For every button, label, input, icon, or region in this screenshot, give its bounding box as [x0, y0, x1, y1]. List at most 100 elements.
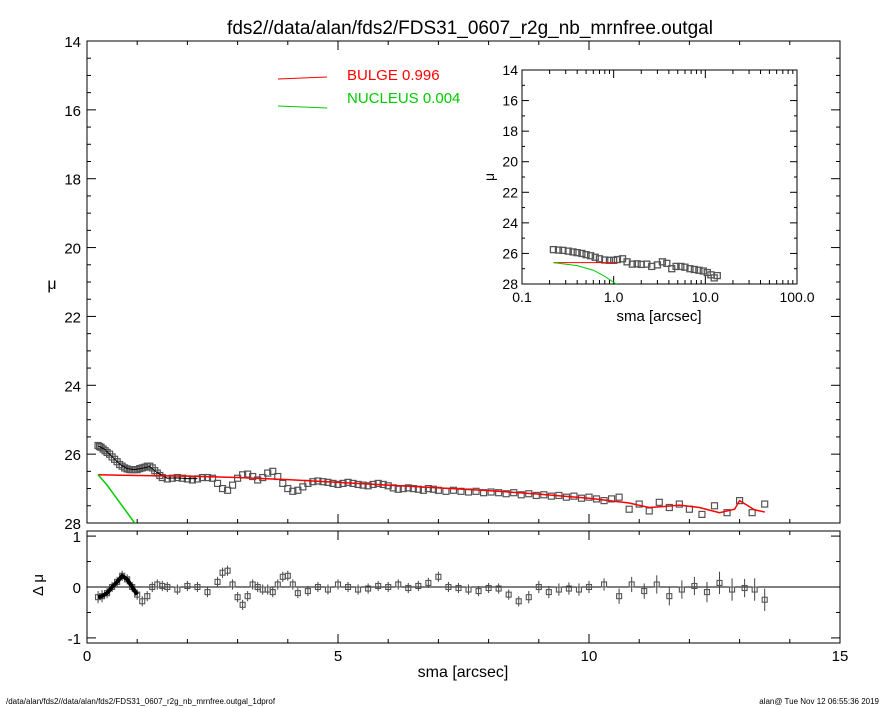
- data-point: [699, 267, 707, 275]
- data-point: [573, 249, 581, 257]
- residual-point: [355, 586, 362, 593]
- y-tick-label: 28: [64, 516, 81, 533]
- data-point: [610, 256, 618, 264]
- residual-point: [294, 590, 301, 597]
- inset-plot-area: [549, 245, 721, 284]
- data-point: [607, 495, 616, 503]
- residual-point: [425, 579, 432, 586]
- residual-point: [214, 578, 221, 585]
- data-point: [665, 503, 673, 512]
- residual-point: [653, 581, 660, 588]
- residual-point: [204, 589, 211, 596]
- data-point: [334, 480, 342, 489]
- inset-panel: 14 16 18 20 22 24 26 280.1 1.0 10.0 100.0 sma [arcs…: [481, 62, 815, 325]
- y-tick-label: 28: [502, 276, 518, 292]
- residual-point: [224, 567, 231, 574]
- residual-point: [314, 583, 321, 591]
- x-tick-label: 1.0: [604, 289, 624, 305]
- data-point: [633, 260, 641, 268]
- residual-point: [229, 581, 236, 588]
- main-plot-area: [94, 441, 769, 523]
- residual-point: [555, 586, 562, 593]
- nucleus-line: [553, 262, 618, 284]
- data-point: [549, 245, 558, 254]
- residual-point: [585, 583, 593, 591]
- data-point: [723, 509, 731, 517]
- data-point: [668, 265, 676, 273]
- data-point: [569, 248, 577, 256]
- residual-point: [184, 582, 191, 590]
- residual-point: [144, 593, 151, 600]
- data-point: [472, 487, 480, 495]
- x-tick-label: 0.1: [512, 289, 532, 305]
- data-point: [359, 481, 367, 489]
- residual-point: [194, 583, 201, 591]
- y-tick-label: 18: [64, 172, 81, 189]
- residual-point: [445, 583, 452, 591]
- residual-point: [475, 588, 482, 595]
- y-axis-label: Δ μ: [30, 574, 47, 596]
- data-point: [218, 484, 227, 493]
- residual-point: [515, 598, 522, 605]
- footer-user-timestamp: alan@ Tue Nov 12 06:55:36 2019: [759, 697, 879, 706]
- y-tick-label: 26: [502, 245, 518, 261]
- data-point: [429, 485, 437, 493]
- data-point: [677, 262, 685, 271]
- y-tick-label: 26: [64, 447, 81, 464]
- data-point: [409, 484, 417, 493]
- y-tick-label: -1: [68, 631, 81, 648]
- x-axis-label: sma [arcsec]: [418, 664, 509, 681]
- data-point: [208, 474, 217, 482]
- data-point: [585, 493, 593, 501]
- data-point: [695, 266, 703, 274]
- bulge-line: [98, 474, 765, 514]
- y-tick-label: 20: [502, 154, 518, 170]
- data-point: [442, 487, 450, 495]
- data-point: [532, 491, 540, 500]
- residual-point: [174, 586, 181, 593]
- data-point: [623, 258, 631, 266]
- data-point: [517, 491, 525, 499]
- data-point: [449, 486, 458, 494]
- data-point: [663, 259, 671, 268]
- data-point: [645, 507, 653, 515]
- residual-point: [678, 586, 685, 593]
- residual-point: [304, 588, 311, 595]
- data-point: [578, 249, 586, 258]
- data-point: [559, 246, 567, 255]
- data-point: [495, 489, 503, 497]
- residual-point: [716, 579, 723, 586]
- data-point: [735, 497, 744, 505]
- data-point: [625, 505, 633, 513]
- data-point: [564, 247, 572, 255]
- data-point: [502, 490, 510, 498]
- data-point: [686, 265, 694, 273]
- residual-point: [269, 589, 276, 596]
- residual-core-band: [97, 573, 139, 600]
- data-point: [643, 260, 651, 268]
- y-axis-label: μ: [47, 276, 56, 293]
- x-tick-label: 0: [83, 648, 91, 665]
- data-point: [547, 492, 555, 500]
- residual-point: [703, 589, 711, 596]
- residual-point: [239, 601, 246, 608]
- data-point: [264, 469, 272, 477]
- residual-point: [666, 593, 673, 600]
- data-point: [279, 479, 287, 488]
- data-point: [675, 500, 683, 508]
- x-tick-label: 10.0: [692, 289, 719, 305]
- residual-point: [164, 583, 171, 591]
- data-point: [698, 510, 706, 518]
- data-point: [655, 498, 663, 506]
- residual-point: [324, 586, 332, 593]
- y-axis-label: μ: [481, 173, 497, 181]
- residual-point: [691, 582, 698, 590]
- data-point: [269, 467, 277, 475]
- data-point: [582, 251, 590, 259]
- y-tick-label: 1: [73, 529, 81, 546]
- y-tick-label: 0: [73, 580, 81, 597]
- data-point: [223, 486, 232, 494]
- data-point: [591, 253, 599, 261]
